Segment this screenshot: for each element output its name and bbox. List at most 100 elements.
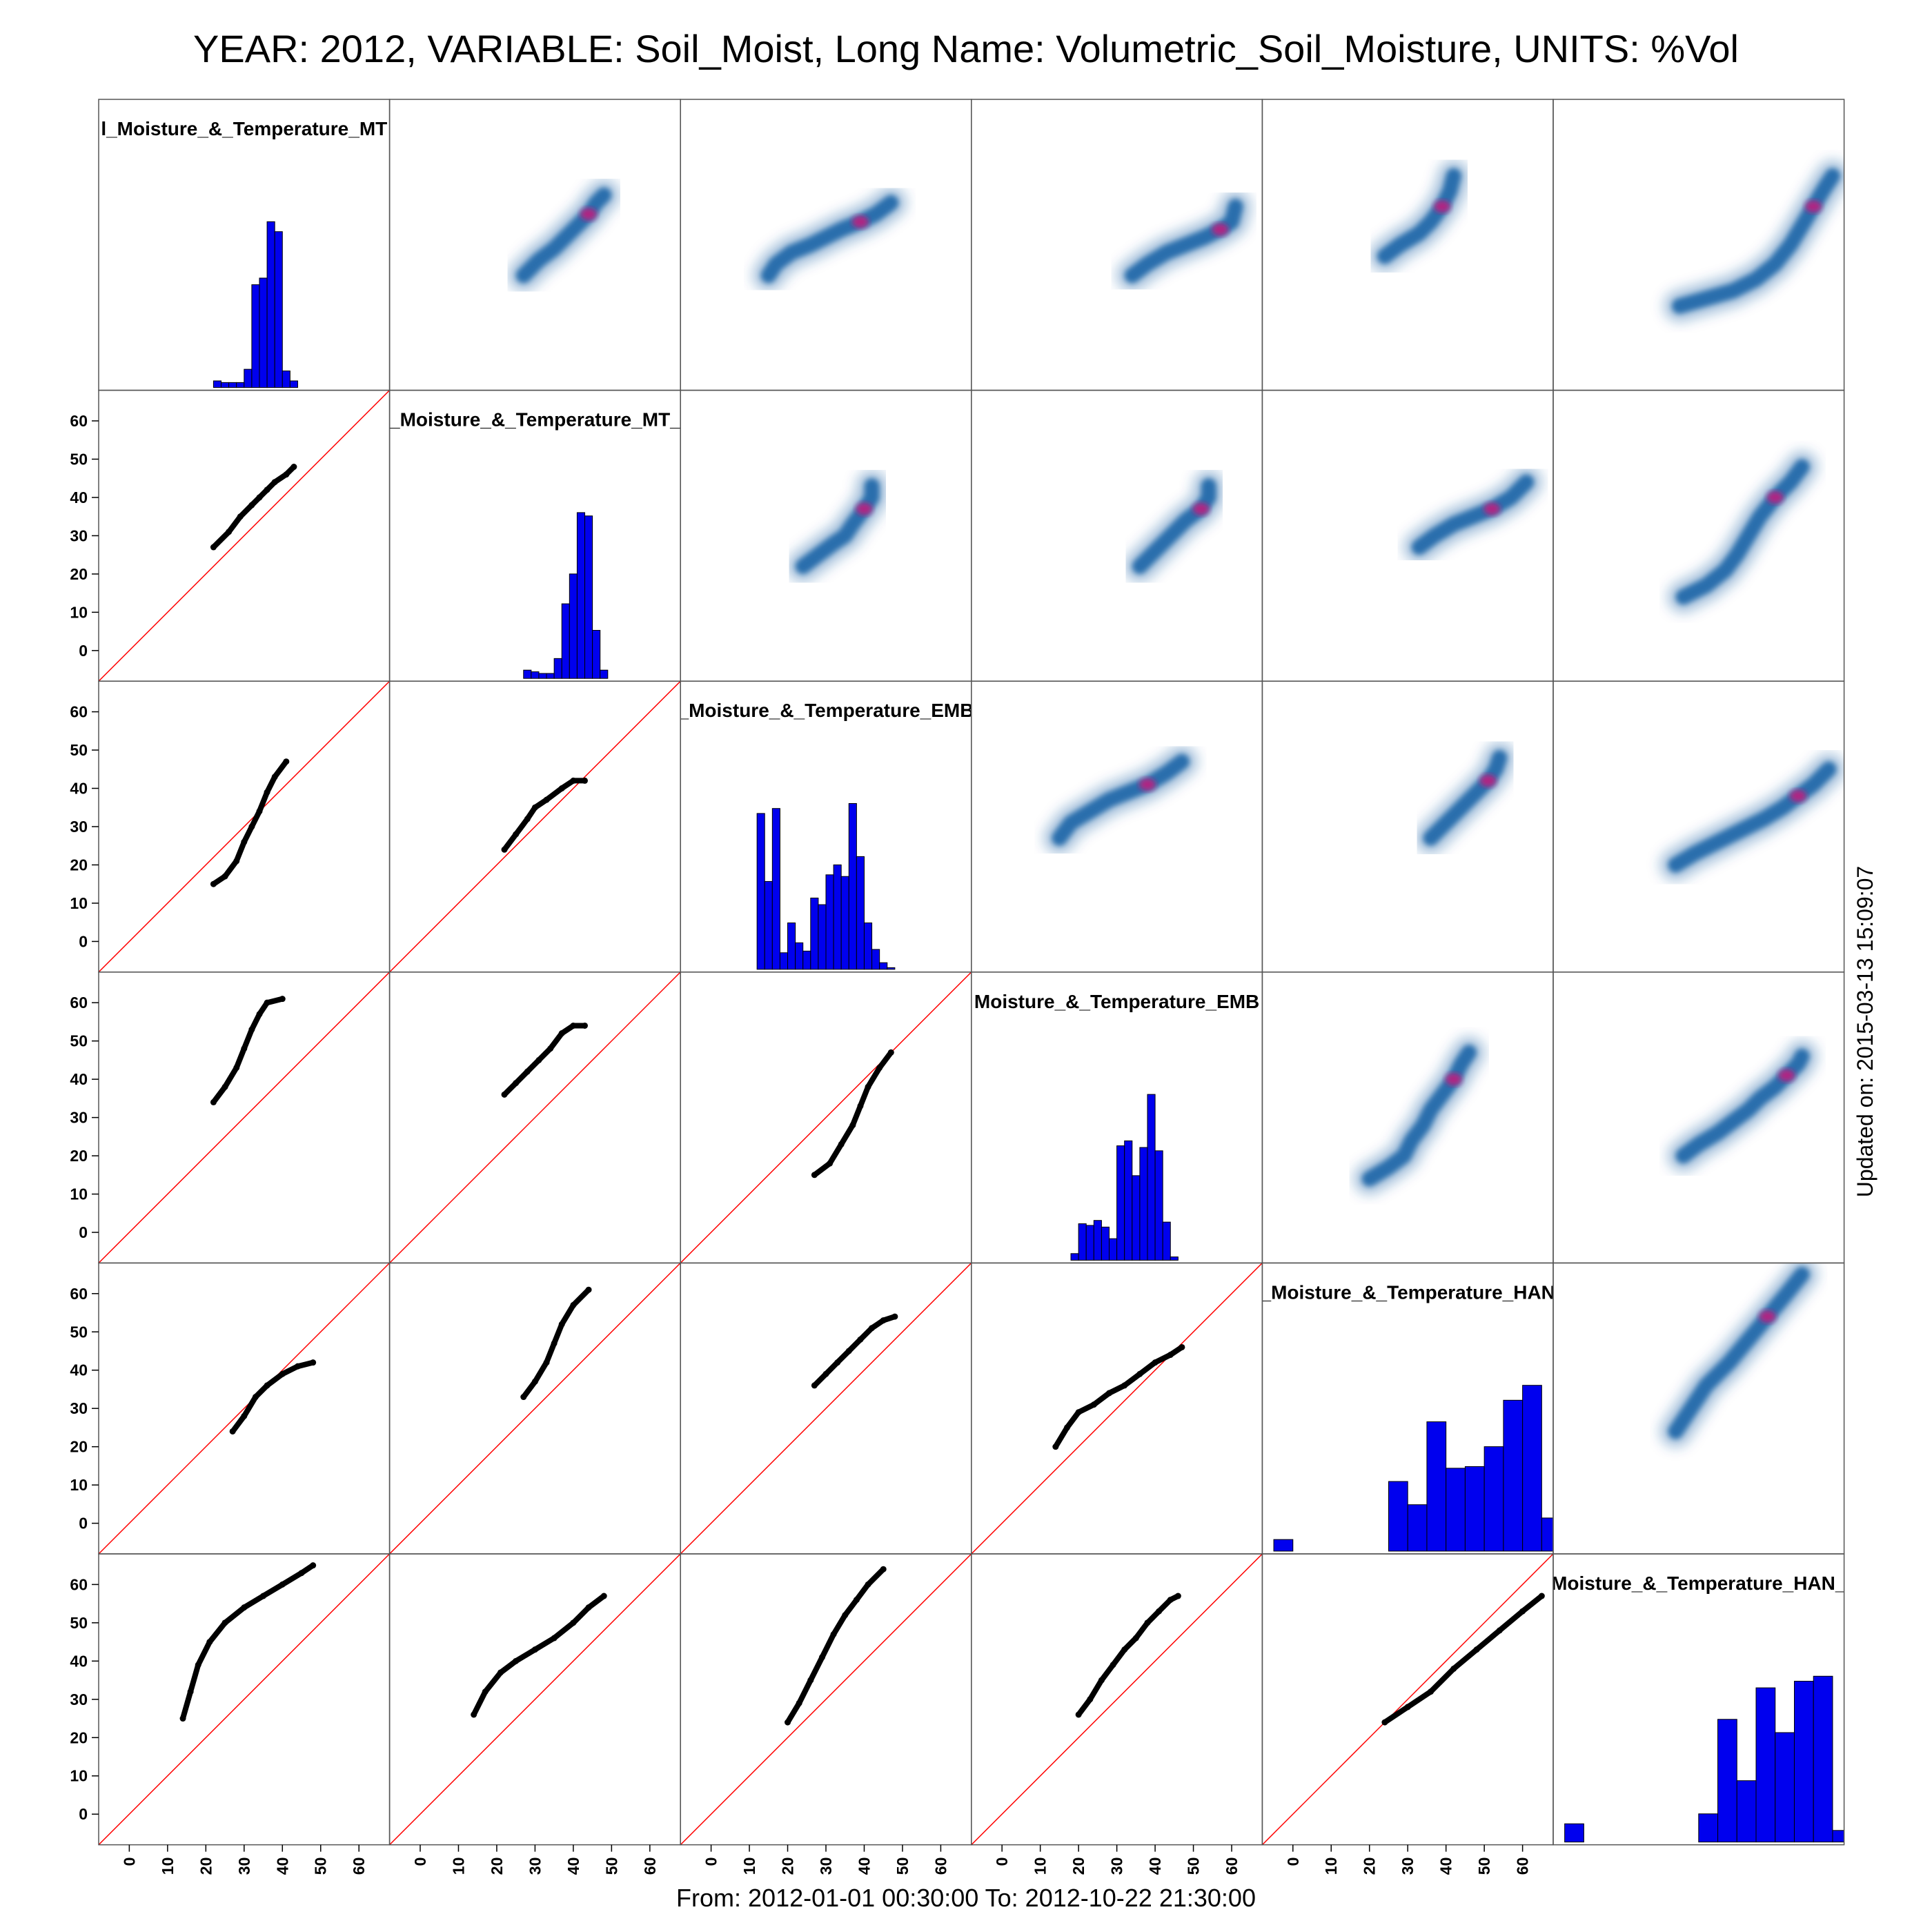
- y-tick-label: 10: [70, 1767, 88, 1785]
- scatter-point: [524, 1068, 531, 1075]
- scatter-point: [1132, 1635, 1139, 1642]
- scatter-point: [501, 846, 508, 853]
- histogram-bar: [1101, 1226, 1110, 1261]
- panel-border: [1261, 972, 1554, 1264]
- scatter-point: [845, 1348, 852, 1354]
- scatter-point: [891, 1313, 898, 1320]
- density-core: [795, 478, 880, 574]
- scatter-point: [1136, 1370, 1143, 1377]
- scatter-point: [501, 1091, 508, 1098]
- density-core: [1675, 1048, 1810, 1164]
- panel-r2-c2: _Moisture_&_Temperature_EMB: [680, 700, 972, 970]
- scatter-point: [283, 471, 290, 478]
- x-tick-label: 60: [350, 1857, 368, 1875]
- scatter-points: [785, 1566, 887, 1726]
- histogram-bar: [1775, 1732, 1795, 1843]
- y-tick-label: 10: [70, 894, 88, 912]
- y-tick-label: 10: [70, 1476, 88, 1494]
- histogram-bar: [523, 669, 532, 679]
- identity-line: [1262, 1554, 1554, 1845]
- histogram-bar: [856, 856, 865, 970]
- scatter-point: [531, 1646, 538, 1653]
- histogram-bar: [569, 573, 578, 679]
- scatter-point: [187, 1688, 194, 1695]
- panel-r0-c3: [1116, 190, 1252, 292]
- density-core: [1668, 761, 1837, 873]
- figure-title: YEAR: 2012, VARIABLE: Soil_Moist, Long N…: [193, 27, 1739, 70]
- density-core: [1411, 474, 1535, 555]
- density-peak: [1778, 1069, 1795, 1082]
- x-tick-label: 40: [564, 1857, 582, 1875]
- scatter-point: [869, 1325, 876, 1332]
- histogram-bar: [1085, 1225, 1094, 1261]
- scatter-point: [279, 1581, 286, 1588]
- identity-line: [680, 1554, 972, 1845]
- scatter-points: [1076, 1593, 1181, 1717]
- y-tick-label: 30: [70, 818, 88, 836]
- panel-r4-c5: [1659, 1263, 1818, 1448]
- y-tick-label: 50: [70, 1614, 88, 1632]
- scatter-point: [264, 1382, 270, 1389]
- x-tick-label: 40: [1146, 1857, 1164, 1875]
- scatter-point: [482, 1688, 489, 1695]
- scatter-point: [865, 1581, 871, 1588]
- histogram-bar: [818, 904, 827, 970]
- scatter-point: [543, 796, 550, 803]
- histogram-bar: [1483, 1446, 1504, 1552]
- panel-r3-c5: [1667, 1040, 1818, 1172]
- identity-line: [389, 1554, 681, 1845]
- density-core: [1132, 478, 1216, 574]
- panel-r5-c0: [99, 1554, 390, 1845]
- density-core: [515, 187, 612, 284]
- density-peak: [1766, 491, 1784, 504]
- histogram-bar: [592, 630, 601, 679]
- scatter-point: [233, 858, 240, 865]
- panel-border: [1552, 389, 1845, 682]
- x-tick-label: 20: [197, 1857, 215, 1875]
- scatter-point: [1087, 1696, 1094, 1703]
- histogram-bar: [1124, 1140, 1133, 1261]
- scatter-point: [513, 1080, 520, 1087]
- scatter-point: [264, 999, 270, 1006]
- identity-line: [99, 1263, 390, 1555]
- panel-r0-c5: [1664, 159, 1844, 322]
- panel-r1-c3: [1123, 470, 1225, 582]
- x-tick-label: 60: [641, 1857, 659, 1875]
- y-tick-label: 20: [70, 1728, 88, 1746]
- variable-label: l_Moisture_&_Temperature_MT: [101, 118, 387, 139]
- histogram-bar: [1407, 1504, 1428, 1552]
- scatter-point: [1381, 1719, 1388, 1726]
- histogram-bar: [1755, 1687, 1776, 1843]
- histogram-bar: [810, 897, 819, 970]
- panel-r2-c0: [99, 681, 390, 972]
- histogram-bar: [244, 368, 253, 388]
- histogram-bar: [1162, 1221, 1171, 1261]
- x-tick-label: 20: [1361, 1857, 1379, 1875]
- panel-r5-c3: [971, 1554, 1263, 1845]
- histogram-bar: [1793, 1680, 1814, 1843]
- x-tick-label: 10: [1322, 1857, 1340, 1875]
- scatter-point: [1167, 1597, 1174, 1604]
- scatter-point: [1152, 1359, 1159, 1366]
- x-tick-label: 20: [488, 1857, 506, 1875]
- scatter-points: [230, 1359, 316, 1435]
- identity-line: [99, 972, 390, 1263]
- scatter-point: [195, 1662, 201, 1668]
- scatter-point: [807, 1677, 814, 1684]
- y-tick-label: 10: [70, 1185, 88, 1203]
- panel-r3-c2: [680, 972, 972, 1263]
- histogram-bar: [561, 603, 570, 679]
- panel-r4-c3: [971, 1263, 1263, 1555]
- x-tick-label: 10: [1032, 1857, 1049, 1875]
- histogram-bar: [1564, 1823, 1584, 1843]
- scatter-point: [271, 479, 278, 486]
- histogram-bar: [1132, 1175, 1141, 1261]
- x-tick-label: 30: [1108, 1857, 1126, 1875]
- scatter-point: [513, 831, 520, 838]
- scatter-point: [796, 1699, 802, 1706]
- panel-r2-c4: [1414, 742, 1516, 854]
- density-peak: [856, 502, 873, 515]
- x-tick-label: 30: [817, 1857, 835, 1875]
- panel-r1-c4: [1403, 466, 1543, 563]
- scatter-point: [513, 1657, 520, 1664]
